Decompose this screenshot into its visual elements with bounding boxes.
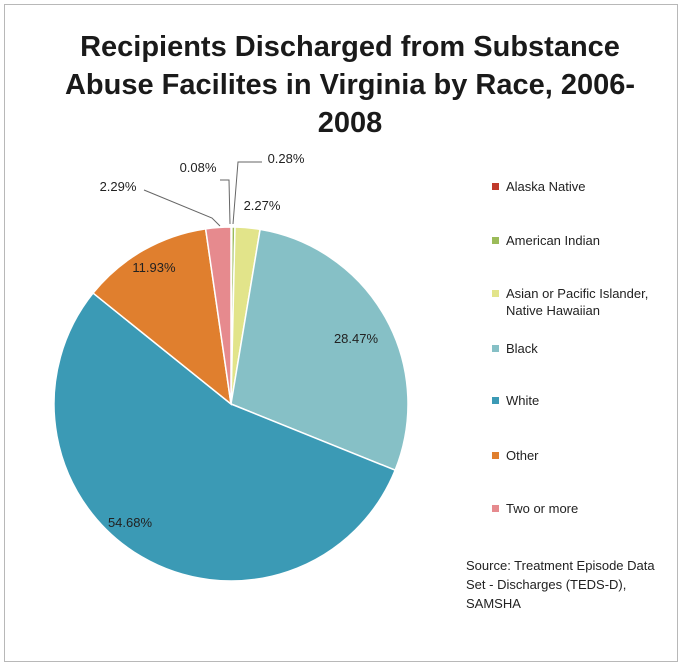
data-label: 54.68% xyxy=(108,515,153,530)
legend-swatch xyxy=(492,452,499,459)
data-label: 11.93% xyxy=(132,260,176,275)
pie-slice-two-or-more xyxy=(204,226,232,405)
data-label: 28.47% xyxy=(334,331,379,346)
leader-line xyxy=(232,161,262,225)
pie-slice-other xyxy=(92,227,233,406)
source-note: Source: Treatment Episode Data Set - Dis… xyxy=(466,558,655,611)
legend-swatch xyxy=(492,183,499,190)
legend-swatch xyxy=(492,237,499,244)
pie-slice-black xyxy=(230,228,409,472)
legend-label: Other xyxy=(506,448,539,463)
legend-label: American Indian xyxy=(506,233,600,248)
legend-swatch xyxy=(492,345,499,352)
data-label: 0.08% xyxy=(180,160,217,175)
chart-frame xyxy=(4,4,678,662)
data-label: 2.27% xyxy=(244,198,281,213)
legend-swatch xyxy=(492,397,499,404)
leader-line xyxy=(143,189,221,227)
legend-label: Alaska Native xyxy=(506,179,586,194)
data-label: 0.28% xyxy=(268,151,305,166)
legend-label: Black xyxy=(506,341,538,356)
legend-swatch xyxy=(492,290,499,297)
legend-label: Asian or Pacific Islander, Native Hawaii… xyxy=(506,286,649,318)
legend-label: White xyxy=(506,393,540,408)
legend-swatch xyxy=(492,505,499,512)
pie-slice-white xyxy=(53,292,397,582)
legend-label: Two or more xyxy=(506,501,579,516)
data-label: 2.29% xyxy=(100,179,137,194)
leader-line xyxy=(220,179,231,225)
chart-title: Recipients Discharged from Substance Abu… xyxy=(64,31,636,139)
